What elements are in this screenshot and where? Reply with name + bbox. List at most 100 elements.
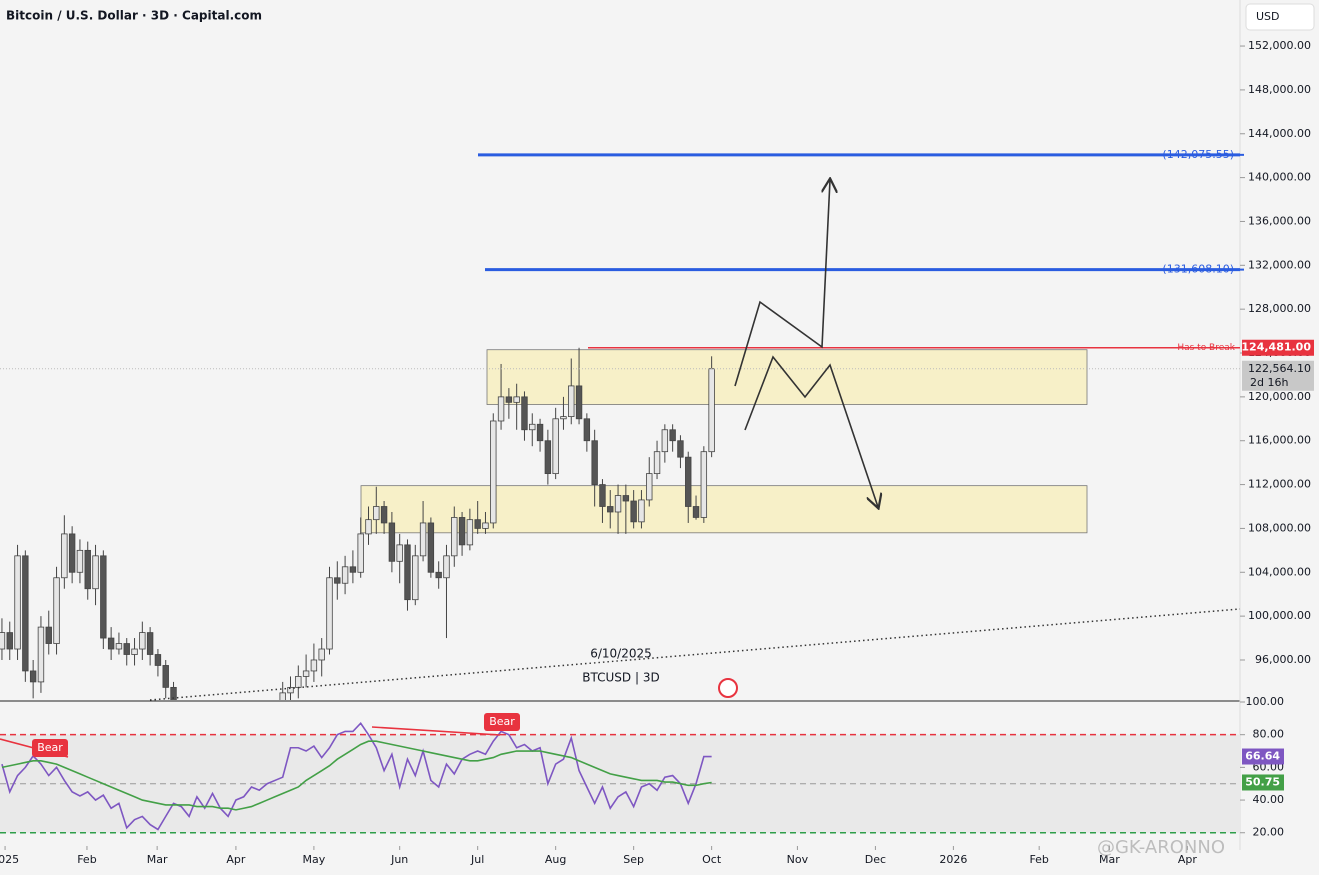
candle-body — [139, 632, 146, 650]
candle-body — [404, 544, 411, 601]
last-price-badge — [1242, 360, 1314, 391]
x-tick-label: Feb — [1029, 853, 1048, 866]
candle-body — [310, 659, 318, 672]
candle-body — [162, 665, 169, 688]
candle-body — [443, 555, 450, 579]
signal-label: Bear — [489, 715, 515, 728]
candle-body — [412, 555, 419, 601]
zone — [360, 485, 1088, 534]
candle-body — [318, 648, 325, 661]
x-tick-label: Mar — [147, 853, 168, 866]
candle-body — [170, 686, 177, 700]
candle-body — [0, 632, 6, 650]
candle-body — [474, 519, 481, 529]
candle-body — [61, 533, 68, 579]
candle-body — [107, 637, 115, 650]
candle-body — [529, 423, 536, 431]
candle-body — [334, 577, 341, 584]
candle-body — [591, 440, 598, 485]
candle-body — [68, 533, 76, 573]
y-tick-label: 132,000.00 — [1248, 258, 1311, 271]
y2-tick-label: 20.00 — [1253, 826, 1285, 839]
candle-body — [92, 555, 99, 590]
candle-body — [6, 632, 13, 650]
y-tick-label: 96,000.00 — [1255, 653, 1311, 666]
candle-body — [685, 456, 692, 507]
candle-body — [630, 500, 637, 523]
price-pane — [0, 153, 1240, 700]
candle-body — [708, 368, 715, 453]
candle-body — [700, 451, 708, 518]
level-badge — [1242, 339, 1314, 356]
candle-body — [552, 418, 559, 475]
candle-body — [427, 522, 435, 573]
candle-body — [287, 686, 294, 694]
x-tick-label: Feb — [77, 853, 96, 866]
candle-body — [513, 396, 520, 403]
candle-body — [396, 544, 403, 562]
candle-body — [536, 423, 544, 442]
countdown: 2d 16h — [1250, 376, 1288, 389]
chart-title: Bitcoin / U.S. Dollar · 3D · Capital.com — [6, 9, 262, 23]
candle-body — [29, 670, 37, 683]
candle-body — [677, 440, 684, 458]
candle-body — [544, 440, 552, 475]
candle-body — [357, 533, 364, 573]
y-tick-label: 116,000.00 — [1248, 434, 1311, 447]
rsi-badge-label: 66.64 — [1245, 750, 1280, 763]
candle-body — [646, 473, 653, 501]
candle-body — [490, 420, 497, 524]
candle-body — [22, 555, 29, 672]
y-tick-label: 120,000.00 — [1248, 390, 1311, 403]
candle-body — [341, 566, 349, 584]
candle-body — [100, 555, 107, 639]
candle-body — [599, 484, 606, 507]
last-price-label: 122,564.10 — [1248, 362, 1311, 375]
rsi-pane — [0, 721, 1240, 834]
x-tick-label: Mar — [1099, 853, 1120, 866]
y-tick-label: 148,000.00 — [1248, 83, 1311, 96]
candle-body — [146, 632, 154, 655]
candle-body — [607, 506, 614, 513]
date-label: 6/10/2025 — [590, 647, 652, 661]
y-tick-label: 140,000.00 — [1248, 171, 1311, 184]
flag-icon[interactable] — [718, 678, 738, 698]
y2-tick-label: 100.00 — [1246, 695, 1285, 708]
rsi-line — [1, 721, 712, 831]
x-tick-label: Jul — [470, 853, 484, 866]
candle-body — [614, 495, 622, 513]
y-tick-label: 136,000.00 — [1248, 214, 1311, 227]
candle-body — [653, 451, 661, 475]
candle-body — [53, 577, 60, 644]
candle-body — [669, 429, 676, 442]
x-tick-label: 2025 — [0, 853, 19, 866]
candle-body — [14, 555, 21, 650]
candle-body — [521, 396, 528, 431]
candle-body — [692, 506, 700, 518]
currency-button[interactable] — [1245, 3, 1315, 31]
candle-body — [560, 416, 567, 420]
y-tick-label: 128,000.00 — [1248, 302, 1311, 315]
x-tick-label: May — [303, 853, 326, 866]
candle-body — [568, 385, 575, 418]
x-tick-label: Apr — [226, 853, 246, 866]
candle-body — [76, 549, 84, 573]
level-note: Has to Break — [1177, 343, 1235, 353]
x-tick-label: Sep — [623, 853, 644, 866]
y-tick-label: 100,000.00 — [1248, 609, 1311, 622]
signal-badge — [32, 739, 68, 757]
candle-body — [45, 626, 52, 644]
candle-body — [482, 522, 489, 529]
candle-body — [84, 549, 91, 590]
candle-body — [505, 396, 513, 403]
candle-body — [419, 522, 427, 557]
candle-body — [497, 396, 505, 422]
candle-body — [37, 626, 45, 683]
candle-body — [326, 577, 333, 650]
x-tick-label: Oct — [702, 853, 722, 866]
y-tick-label: 152,000.00 — [1248, 39, 1311, 52]
level-label: (131,608.10) — [1162, 263, 1234, 276]
